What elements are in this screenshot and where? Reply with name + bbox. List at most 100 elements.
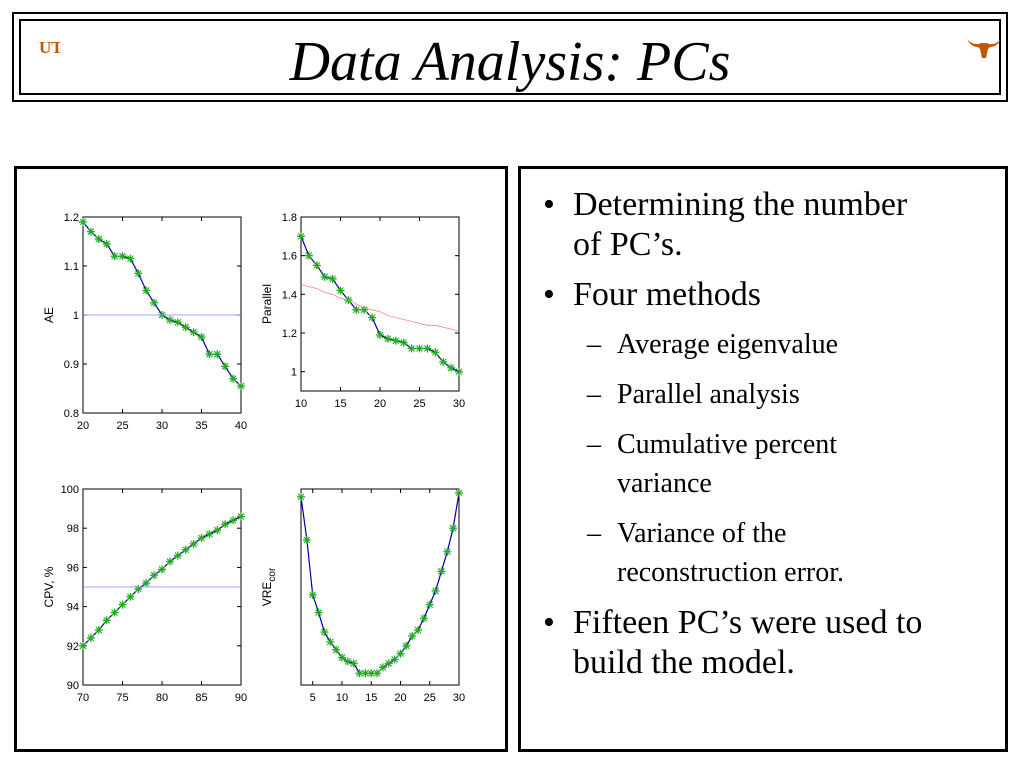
- data-point: [94, 235, 103, 244]
- data-point: [431, 586, 440, 595]
- x-tick-label: 30: [453, 692, 465, 704]
- data-point: [320, 272, 329, 281]
- chart-1: 10 15 20 25 30 1 1.2 1.4 1.6 1.8 Parallel: [260, 212, 465, 410]
- bullet-text-line: Four methods: [573, 276, 761, 313]
- data-point: [126, 592, 135, 601]
- x-tick-label: 35: [195, 420, 207, 432]
- data-point: [150, 571, 159, 580]
- bullet-marker: •: [543, 604, 555, 641]
- y-axis-label-main: AE: [42, 307, 56, 323]
- bullet-marker: •: [543, 186, 555, 223]
- chart-panel: 20 25 30 35 40 0.8 0.9 1 1.1 1.2 AE 10 15 20 25 30 1 1.2 1…: [14, 166, 508, 752]
- data-point: [343, 657, 352, 666]
- data-point: [158, 565, 166, 574]
- x-tick-label: 40: [235, 420, 247, 432]
- data-point: [439, 358, 448, 366]
- data-point: [402, 641, 411, 650]
- data-point: [118, 600, 127, 609]
- x-tick-label: 75: [116, 692, 128, 704]
- y-axis-label: CPV, %: [42, 566, 56, 607]
- x-tick-label: 25: [413, 398, 425, 410]
- data-point: [336, 286, 345, 295]
- data-point: [213, 350, 222, 359]
- data-point: [110, 252, 119, 261]
- data-point: [79, 217, 87, 226]
- data-point: [126, 254, 135, 263]
- bullet-text-line: of PC’s.: [573, 226, 683, 263]
- plot-frame: [300, 216, 460, 392]
- y-axis-label-sub: cor: [267, 567, 278, 582]
- data-point: [378, 663, 387, 672]
- bullet-text-line: Determining the number: [573, 186, 908, 223]
- data-point: [221, 362, 230, 371]
- bullet-item: – Average eigenvalue: [537, 325, 993, 364]
- longhorn-icon: [967, 39, 1001, 58]
- bullet-text-line: variance: [617, 468, 712, 499]
- data-point: [337, 653, 346, 662]
- y-axis-label-main: Parallel: [260, 284, 274, 324]
- bullet-marker: •: [543, 276, 555, 313]
- data-point: [205, 350, 214, 359]
- data-point: [86, 633, 95, 642]
- data-point: [134, 269, 143, 278]
- ut-logo-text: UT: [39, 38, 60, 57]
- data-point: [376, 330, 384, 339]
- bullet-item: • Four methods: [537, 275, 993, 315]
- y-tick-label: 92: [67, 641, 79, 653]
- y-tick-label: 1.6: [282, 251, 297, 263]
- data-point: [165, 557, 174, 566]
- data-point: [181, 545, 190, 554]
- data-point: [312, 261, 321, 270]
- data-point: [229, 374, 238, 383]
- y-axis-label: Parallel: [260, 284, 274, 324]
- data-point: [455, 367, 463, 376]
- title-frame-inner: [19, 19, 1001, 95]
- data-point: [197, 333, 206, 342]
- data-point: [110, 608, 119, 617]
- series-line: [82, 515, 242, 647]
- data-point: [390, 655, 399, 664]
- data-point: [384, 659, 393, 668]
- data-point: [142, 286, 151, 295]
- x-tick-label: 85: [195, 692, 207, 704]
- data-point: [221, 520, 230, 529]
- bullet-text-line: Parallel analysis: [617, 379, 800, 410]
- data-point: [173, 551, 182, 560]
- data-point: [142, 579, 151, 588]
- data-point: [302, 535, 311, 544]
- data-point: [94, 626, 103, 635]
- data-point: [102, 616, 111, 625]
- data-point: [237, 382, 245, 391]
- y-tick-label: 1.4: [282, 289, 297, 301]
- bullet-item: – Cumulative percent variance: [537, 425, 993, 503]
- x-tick-label: 5: [310, 692, 316, 704]
- bullet-marker: –: [587, 518, 601, 549]
- data-point: [391, 336, 400, 345]
- data-point: [308, 590, 317, 599]
- x-tick-label: 10: [336, 692, 348, 704]
- x-tick-label: 25: [424, 692, 436, 704]
- bullet-text-line: reconstruction error.: [617, 557, 845, 588]
- chart-0: 20 25 30 35 40 0.8 0.9 1 1.1 1.2 AE: [42, 212, 247, 432]
- data-point: [197, 534, 206, 542]
- data-point: [419, 614, 428, 623]
- y-tick-label: 1: [73, 310, 79, 322]
- x-tick-label: 15: [334, 398, 346, 410]
- data-point: [165, 315, 174, 324]
- title-frame: UT Data Analysis: PCs: [12, 12, 1008, 102]
- data-point: [314, 608, 323, 617]
- data-point: [326, 637, 335, 646]
- y-tick-label: 1.2: [282, 328, 297, 340]
- x-tick-label: 30: [156, 420, 168, 432]
- data-point: [415, 344, 424, 353]
- data-point: [414, 626, 423, 635]
- bullet-item: • Determining the number of PC’s.: [537, 185, 993, 265]
- bullet-item: • Fifteen PC’s were used to build the mode…: [537, 603, 993, 683]
- data-point: [447, 363, 456, 372]
- y-tick-label: 1.8: [282, 212, 297, 224]
- data-point: [368, 313, 377, 322]
- data-point: [189, 328, 198, 337]
- bullet-item: – Variance of the reconstruction error.: [537, 514, 993, 592]
- data-point: [173, 318, 182, 327]
- y-tick-label: 1.2: [64, 212, 79, 224]
